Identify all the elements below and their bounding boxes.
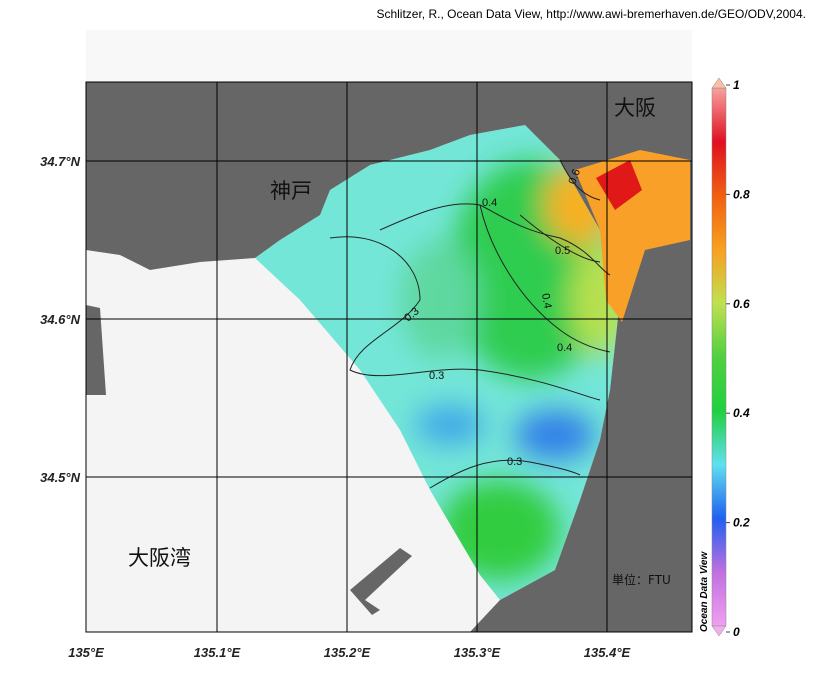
colorbar: [711, 87, 727, 627]
pier: [350, 548, 412, 615]
place-label: 大阪: [614, 96, 656, 120]
header-band: [86, 30, 692, 82]
harbor-field: [575, 150, 690, 322]
contour-label: 0.4: [482, 197, 497, 209]
colorbar-end: [711, 625, 727, 637]
contour-label: 0.5: [555, 245, 570, 257]
place-label: 神戸: [270, 179, 312, 203]
x-tick-label: 135°E: [68, 645, 104, 660]
colorbar-tick-label: 0.2: [733, 516, 750, 530]
place-label: 大阪湾: [128, 546, 191, 570]
credit: Schlitzer, R., Ocean Data View, http://w…: [376, 7, 806, 21]
colorbar-title: Ocean Data View: [699, 551, 710, 632]
colorbar-tick-label: 1: [733, 78, 740, 92]
colorbar-tick-label: 0.6: [733, 297, 750, 311]
land: [86, 305, 106, 395]
unit-label: 単位：FTU: [612, 572, 671, 587]
colorbar-tick-label: 0.8: [733, 187, 750, 201]
contours: [329, 159, 611, 489]
y-tick-label: 34.6°N: [40, 312, 81, 327]
y-tick-label: 34.5°N: [40, 470, 81, 485]
x-tick-label: 135.1°E: [194, 645, 241, 660]
colorbar-tick-label: 0: [733, 625, 740, 639]
colorbar-tick-label: 0.4: [733, 406, 750, 420]
contour-label: 0.3: [507, 456, 522, 468]
x-tick-label: 135.3°E: [454, 645, 501, 660]
contour-label: 0.4: [557, 342, 572, 354]
x-tick-label: 135.4°E: [584, 645, 631, 660]
graticule: [85, 81, 693, 633]
contour-label: 0.3: [429, 370, 444, 382]
contour-label: 0.6: [567, 168, 584, 186]
x-tick-label: 135.2°E: [324, 645, 371, 660]
colorbar-end: [711, 77, 727, 89]
y-tick-label: 34.7°N: [40, 154, 81, 169]
contour-label: 0.4: [539, 292, 553, 309]
land: [86, 82, 692, 632]
